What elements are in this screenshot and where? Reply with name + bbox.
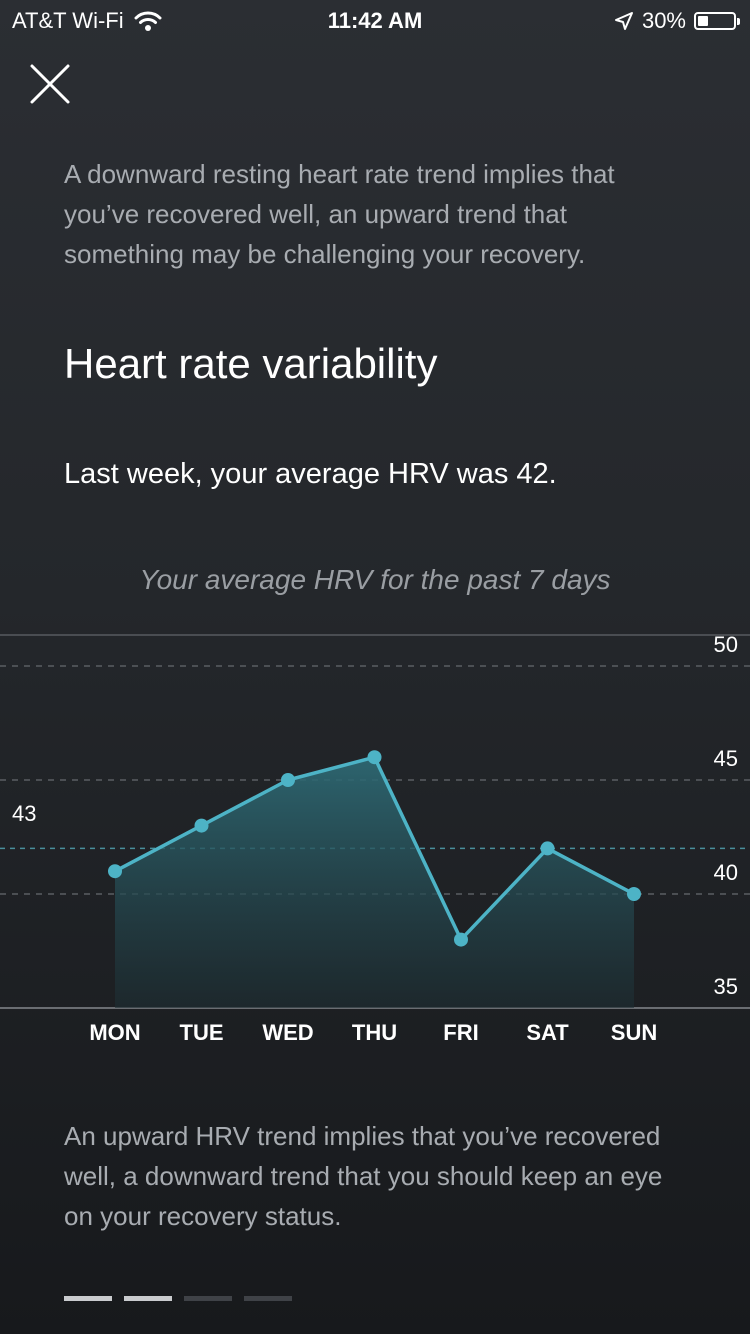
y-tick-label: 40	[714, 860, 738, 885]
close-icon	[30, 64, 70, 104]
battery-percent: 30%	[641, 8, 686, 33]
hrv-data-point	[367, 750, 382, 765]
location-arrow-icon	[614, 12, 633, 30]
hrv-data-point	[627, 887, 641, 901]
page-indicator-dot	[184, 1296, 232, 1301]
hrv-area	[115, 757, 634, 1008]
x-tick-label: SAT	[526, 1020, 569, 1045]
footer-text: An upward HRV trend implies that you’ve …	[64, 1121, 663, 1231]
hrv-data-point	[540, 841, 555, 856]
hrv-chart: 35 40 45 50 43 MON TUE WED THU FRI SAT SUN	[0, 630, 750, 1050]
hrv-data-point	[194, 818, 209, 833]
hrv-chart-svg: 35 40 45 50 43 MON TUE WED THU FRI SAT SUN	[0, 632, 750, 1045]
x-tick-label: MON	[89, 1020, 140, 1045]
hrv-data-point	[281, 773, 295, 787]
battery-fill	[698, 16, 708, 26]
battery-icon	[694, 12, 740, 30]
close-button[interactable]	[28, 62, 72, 106]
status-bar: AT&T Wi-Fi 11:42 AM 30%	[0, 0, 750, 40]
status-left: AT&T Wi-Fi	[12, 8, 162, 34]
wifi-icon	[134, 11, 162, 31]
page-indicator-dot	[124, 1296, 172, 1301]
average-reference-label: 43	[12, 801, 36, 826]
hrv-summary: Last week, your average HRV was 42.	[64, 458, 557, 490]
battery-cap	[737, 18, 740, 25]
y-tick-label: 45	[714, 746, 738, 771]
hrv-data-point	[108, 864, 122, 879]
x-tick-label: TUE	[180, 1020, 224, 1045]
x-tick-label: FRI	[443, 1020, 478, 1045]
y-tick-label: 35	[714, 974, 738, 999]
status-time: 11:42 AM	[327, 8, 423, 33]
page-indicator	[64, 1296, 292, 1301]
page-indicator-dot	[64, 1296, 112, 1301]
page-indicator-dot	[244, 1296, 292, 1301]
chart-caption: Your average HRV for the past 7 days	[139, 564, 611, 595]
x-tick-label: THU	[352, 1020, 397, 1045]
intro-text: A downward resting heart rate trend impl…	[64, 159, 615, 269]
carrier-label: AT&T Wi-Fi	[12, 8, 124, 33]
status-right: 30%	[614, 8, 740, 34]
x-tick-label: WED	[262, 1020, 313, 1045]
section-title: Heart rate variability	[64, 340, 438, 387]
y-tick-label: 50	[714, 632, 738, 657]
x-tick-label: SUN	[611, 1020, 657, 1045]
hrv-data-point	[454, 932, 468, 947]
